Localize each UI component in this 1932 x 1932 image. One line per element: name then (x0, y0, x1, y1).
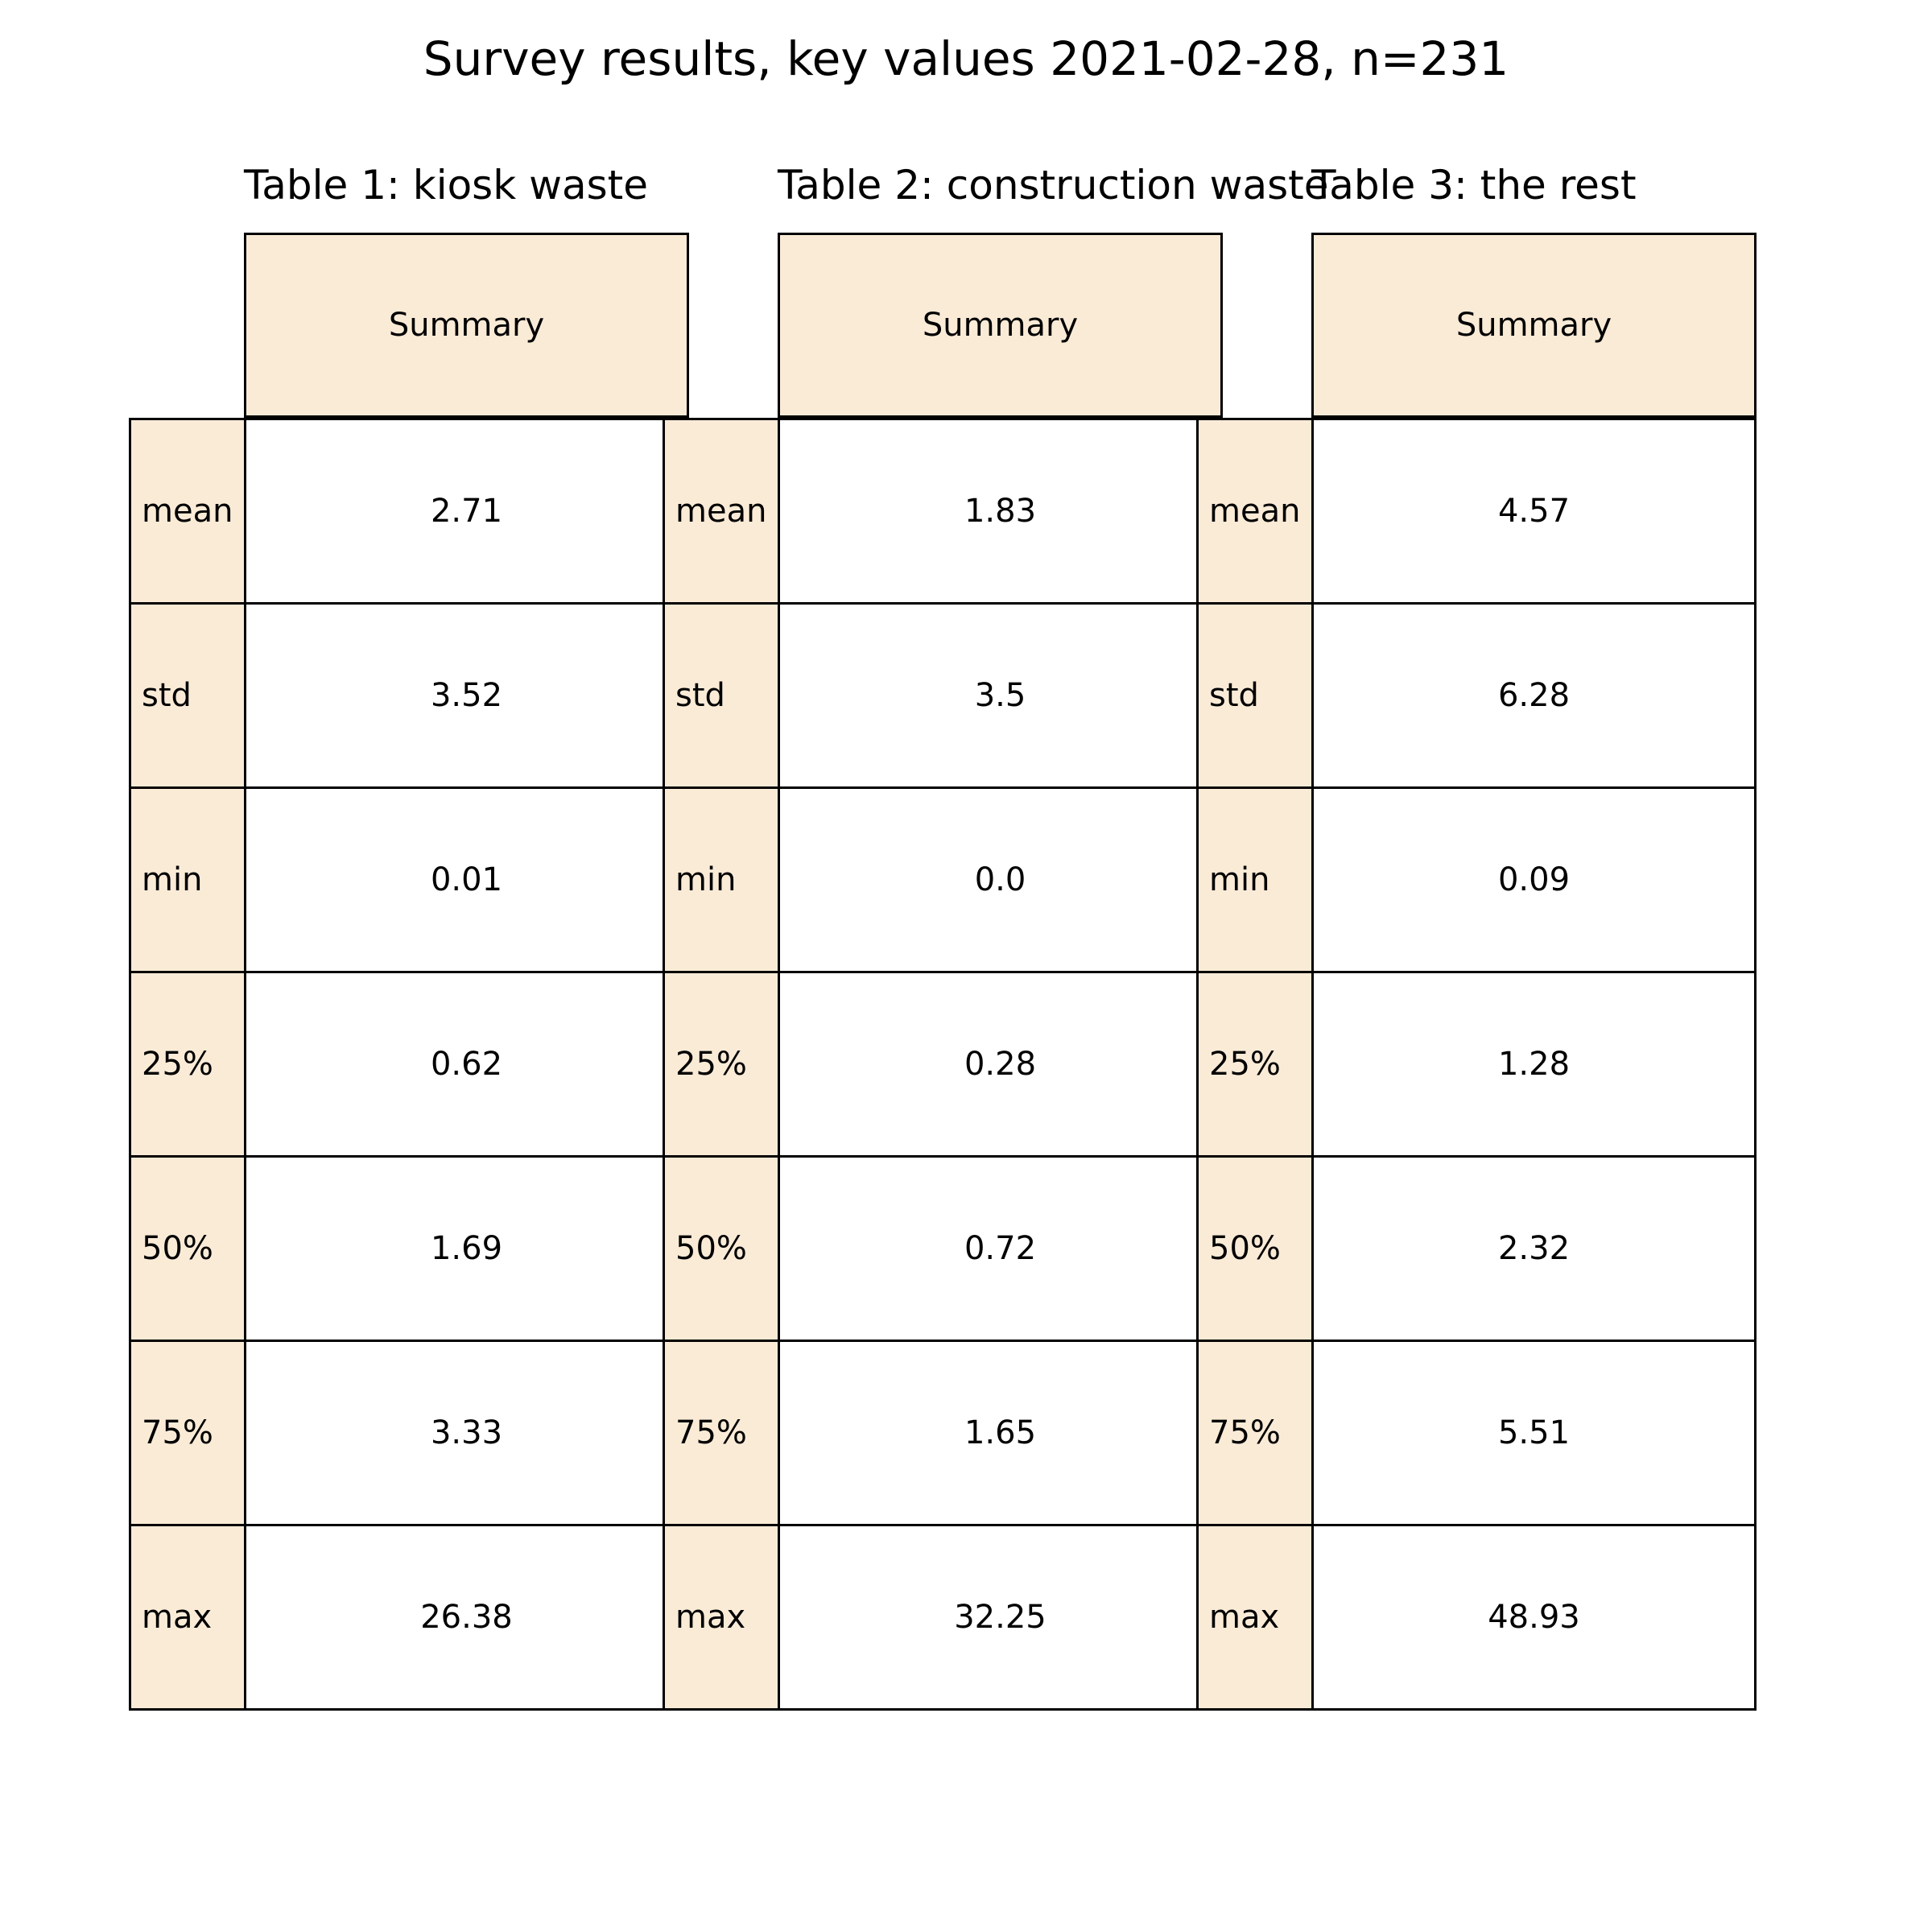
table-cell: 3.33 (244, 1340, 689, 1526)
row-label: 75% (129, 1340, 246, 1526)
table-cell: 0.01 (244, 786, 689, 973)
row-label: min (129, 786, 246, 973)
row-label: max (129, 1524, 246, 1711)
row-label: std (129, 602, 246, 789)
table-title: Table 2: construction waste (778, 162, 1329, 208)
column-header: Summary (244, 233, 689, 418)
row-label: 50% (663, 1155, 780, 1342)
row-label: 25% (129, 971, 246, 1158)
table-cell: 1.83 (778, 418, 1223, 605)
row-label: 50% (1196, 1155, 1314, 1342)
column-header: Summary (1311, 233, 1757, 418)
table-cell: 1.65 (778, 1340, 1223, 1526)
table-cell: 6.28 (1311, 602, 1757, 789)
page-title: Survey results, key values 2021-02-28, n… (423, 31, 1509, 86)
table-cell: 2.71 (244, 418, 689, 605)
row-label: 75% (663, 1340, 780, 1526)
table-cell: 2.32 (1311, 1155, 1757, 1342)
table-cell: 0.28 (778, 971, 1223, 1158)
table-cell: 4.57 (1311, 418, 1757, 605)
row-label: mean (1196, 418, 1314, 605)
row-label: std (663, 602, 780, 789)
row-label: min (1196, 786, 1314, 973)
row-label: max (1196, 1524, 1314, 1711)
table-cell: 0.09 (1311, 786, 1757, 973)
table-cell: 32.25 (778, 1524, 1223, 1711)
table-cell: 0.0 (778, 786, 1223, 973)
row-label: max (663, 1524, 780, 1711)
table-cell: 1.69 (244, 1155, 689, 1342)
table-cell: 3.5 (778, 602, 1223, 789)
row-label: 50% (129, 1155, 246, 1342)
row-label: 75% (1196, 1340, 1314, 1526)
table-cell: 0.62 (244, 971, 689, 1158)
row-label: mean (129, 418, 246, 605)
table-title: Table 1: kiosk waste (244, 162, 649, 208)
table-cell: 0.72 (778, 1155, 1223, 1342)
row-label: min (663, 786, 780, 973)
table-cell: 5.51 (1311, 1340, 1757, 1526)
row-label: std (1196, 602, 1314, 789)
table-cell: 1.28 (1311, 971, 1757, 1158)
row-label: 25% (1196, 971, 1314, 1158)
column-header: Summary (778, 233, 1223, 418)
table-cell: 3.52 (244, 602, 689, 789)
row-label: mean (663, 418, 780, 605)
row-label: 25% (663, 971, 780, 1158)
table-cell: 48.93 (1311, 1524, 1757, 1711)
table-cell: 26.38 (244, 1524, 689, 1711)
table-title: Table 3: the rest (1311, 162, 1637, 208)
